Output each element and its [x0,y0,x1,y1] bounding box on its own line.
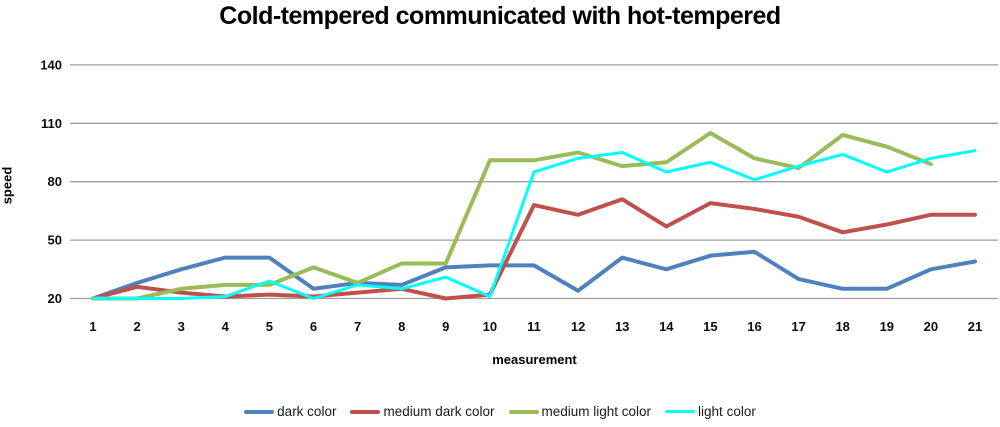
y-tick-label: 110 [41,116,62,131]
legend-swatch-icon [350,409,381,414]
x-tick-label: 13 [615,319,629,334]
legend-swatch-icon [244,409,275,414]
x-tick-label: 7 [354,319,361,334]
x-tick-label: 1 [89,319,96,334]
x-tick-label: 19 [880,319,894,334]
legend-swatch-icon [508,409,539,414]
chart-legend: dark color medium dark color medium light … [0,404,1000,419]
x-tick-label: 8 [398,319,405,334]
x-tick-label: 5 [266,319,273,334]
x-tick-label: 2 [133,319,140,334]
y-tick-label: 20 [48,291,62,306]
legend-label: light color [698,404,756,419]
legend-item: medium light color [508,404,652,419]
y-tick-label: 140 [40,57,62,72]
series-line-medium-dark-color [91,197,977,301]
x-tick-label: 3 [178,319,185,334]
x-tick-label: 11 [527,319,541,334]
y-tick-label: 80 [48,174,62,189]
legend-swatch-icon [665,410,696,413]
x-tick-label: 10 [483,319,497,334]
legend-label: medium dark color [383,404,495,419]
x-tick-label: 6 [310,319,317,334]
series-line-dark-color [91,249,977,301]
x-tick-label: 18 [835,319,849,334]
x-tick-label: 20 [924,319,938,334]
x-tick-label: 9 [442,319,449,334]
x-tick-label: 16 [747,319,761,334]
x-tick-label: 15 [703,319,717,334]
x-tick-label: 4 [222,319,230,334]
x-tick-label: 14 [659,319,674,334]
x-tick-label: 21 [968,319,982,334]
legend-item: light color [665,404,756,419]
x-tick-label: 17 [791,319,805,334]
legend-label: dark color [277,404,337,419]
y-tick-label: 50 [48,233,62,248]
x-tick-label: 12 [571,319,585,334]
legend-item: dark color [244,404,336,419]
x-axis-title: measurement [492,352,577,367]
y-axis-title: speed [0,166,15,205]
legend-item: medium dark color [350,404,495,419]
chart-title: Cold-tempered communicated with hot-temp… [219,2,781,30]
series-line-light-color [91,149,977,300]
series-line-medium-light-color [91,131,933,301]
legend-label: medium light color [541,404,652,419]
